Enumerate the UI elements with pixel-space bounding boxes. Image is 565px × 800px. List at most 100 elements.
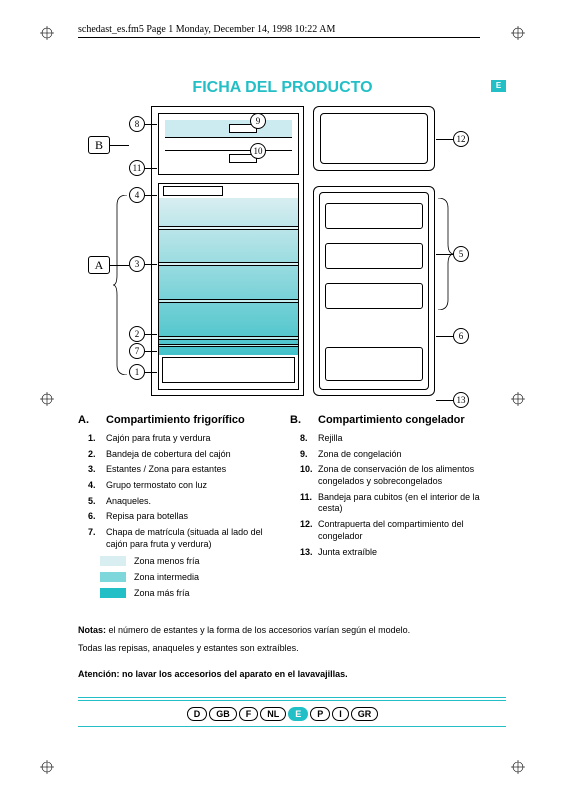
callout-7: 7 <box>129 343 145 359</box>
item-number: 5. <box>88 496 96 508</box>
leader-line <box>436 336 453 337</box>
lang-pill-GB[interactable]: GB <box>209 707 237 721</box>
lang-pill-E[interactable]: E <box>288 707 308 721</box>
list-item: 3.Estantes / Zona para estantes <box>106 464 276 476</box>
fridge-door <box>313 186 435 396</box>
crop-mark-mr <box>511 392 525 406</box>
fridge-door-inner <box>319 192 429 390</box>
callout-13: 13 <box>453 392 469 408</box>
legend-label: Zona menos fría <box>134 556 200 566</box>
leader-line <box>145 195 157 196</box>
warning-text: Atención: no lavar los accesorios del ap… <box>78 669 348 679</box>
list-item: 8.Rejilla <box>318 433 488 445</box>
lang-pill-P[interactable]: P <box>310 707 330 721</box>
lang-pill-I[interactable]: I <box>332 707 349 721</box>
product-diagram <box>151 106 323 396</box>
column-b: B. Compartimiento congelador 8.Rejilla9.… <box>290 414 488 562</box>
notes-block: Notas: el número de estantes y la forma … <box>78 624 487 686</box>
thermostat-box <box>163 186 223 196</box>
shelf <box>159 336 298 340</box>
item-number: 2. <box>88 449 96 461</box>
callout-5: 5 <box>453 246 469 262</box>
legend-row: Zona menos fría <box>100 556 200 566</box>
leader-line <box>436 400 453 401</box>
col-title: Compartimiento frigorífico <box>106 414 245 426</box>
brace-A <box>113 195 131 375</box>
list-item: 5.Anaqueles. <box>106 496 276 508</box>
column-a: A. Compartimiento frigorífico 1.Cajón pa… <box>78 414 276 562</box>
shelf <box>159 226 298 230</box>
col-title: Compartimiento congelador <box>318 414 465 426</box>
item-number: 6. <box>88 511 96 523</box>
leader-line <box>145 334 157 335</box>
description-columns: A. Compartimiento frigorífico 1.Cajón pa… <box>78 414 488 562</box>
leader-line <box>145 372 157 373</box>
list-item: 7.Chapa de matrícula (situada al lado de… <box>106 527 276 550</box>
footer-rule-bottom <box>78 726 506 730</box>
callout-letter-A: A <box>88 256 110 274</box>
temp-gradient <box>159 198 298 355</box>
notes-line-1: Notas: el número de estantes y la forma … <box>78 624 487 637</box>
callout-3: 3 <box>129 256 145 272</box>
callout-11: 11 <box>129 160 145 176</box>
item-number: 7. <box>88 527 96 539</box>
crop-mark-br <box>511 760 525 774</box>
page-title: FICHA DEL PRODUCTO <box>0 79 565 97</box>
callout-4: 4 <box>129 187 145 203</box>
lang-pill-F[interactable]: F <box>239 707 259 721</box>
item-number: 4. <box>88 480 96 492</box>
crop-mark-bl <box>40 760 54 774</box>
legend-swatch <box>100 556 126 566</box>
list-item: 4.Grupo termostato con luz <box>106 480 276 492</box>
freezer-door <box>313 106 435 171</box>
lang-pill-D[interactable]: D <box>187 707 208 721</box>
callout-6: 6 <box>453 328 469 344</box>
legend-swatch <box>100 572 126 582</box>
door-assembly <box>313 106 435 396</box>
leader-line <box>110 145 129 146</box>
lang-pill-NL[interactable]: NL <box>260 707 286 721</box>
item-number: 10. <box>300 464 313 476</box>
list-item: 13.Junta extraíble <box>318 547 488 559</box>
legend-label: Zona más fría <box>134 588 190 598</box>
language-selector: DGBFNLEPIGR <box>0 707 565 721</box>
footer-rule-top <box>78 697 506 701</box>
leader-line <box>436 139 453 140</box>
language-badge: E <box>491 80 506 92</box>
list-item: 2.Bandeja de cobertura del cajón <box>106 449 276 461</box>
crop-mark-ml <box>40 392 54 406</box>
freezer-compartment <box>158 113 299 175</box>
temperature-legend: Zona menos fría Zona intermedia Zona más f… <box>100 556 200 604</box>
item-number: 3. <box>88 464 96 476</box>
item-number: 8. <box>300 433 308 445</box>
col-letter: A. <box>78 414 92 426</box>
callout-9: 9 <box>250 113 266 129</box>
fridge-compartment <box>158 183 299 390</box>
list-a: 1.Cajón para fruta y verdura2.Bandeja de… <box>78 433 276 551</box>
list-item: 10.Zona de conservación de los alimentos… <box>318 464 488 487</box>
door-shelf <box>325 203 423 229</box>
shelf <box>159 299 298 303</box>
list-item: 6.Repisa para botellas <box>106 511 276 523</box>
callout-letter-B: B <box>88 136 110 154</box>
leader-line <box>145 264 157 265</box>
notes-line-2: Todas las repisas, anaqueles y estantes … <box>78 642 487 655</box>
column-b-heading: B. Compartimiento congelador <box>290 414 488 426</box>
item-number: 13. <box>300 547 313 559</box>
callout-2: 2 <box>129 326 145 342</box>
lang-pill-GR[interactable]: GR <box>351 707 379 721</box>
crop-mark-tl <box>40 26 54 40</box>
callout-8: 8 <box>129 116 145 132</box>
notes-text-1: el número de estantes y la forma de los … <box>106 625 410 635</box>
item-number: 12. <box>300 519 313 531</box>
list-item: 11.Bandeja para cubitos (en el interior … <box>318 492 488 515</box>
legend-row: Zona intermedia <box>100 572 200 582</box>
leader-line <box>145 124 157 125</box>
column-a-heading: A. Compartimiento frigorífico <box>78 414 276 426</box>
item-number: 1. <box>88 433 96 445</box>
freezer-shelf-line <box>165 150 292 151</box>
shelf <box>159 262 298 266</box>
fridge-body <box>151 106 304 396</box>
callout-1: 1 <box>129 364 145 380</box>
crisper-drawer <box>162 357 295 383</box>
